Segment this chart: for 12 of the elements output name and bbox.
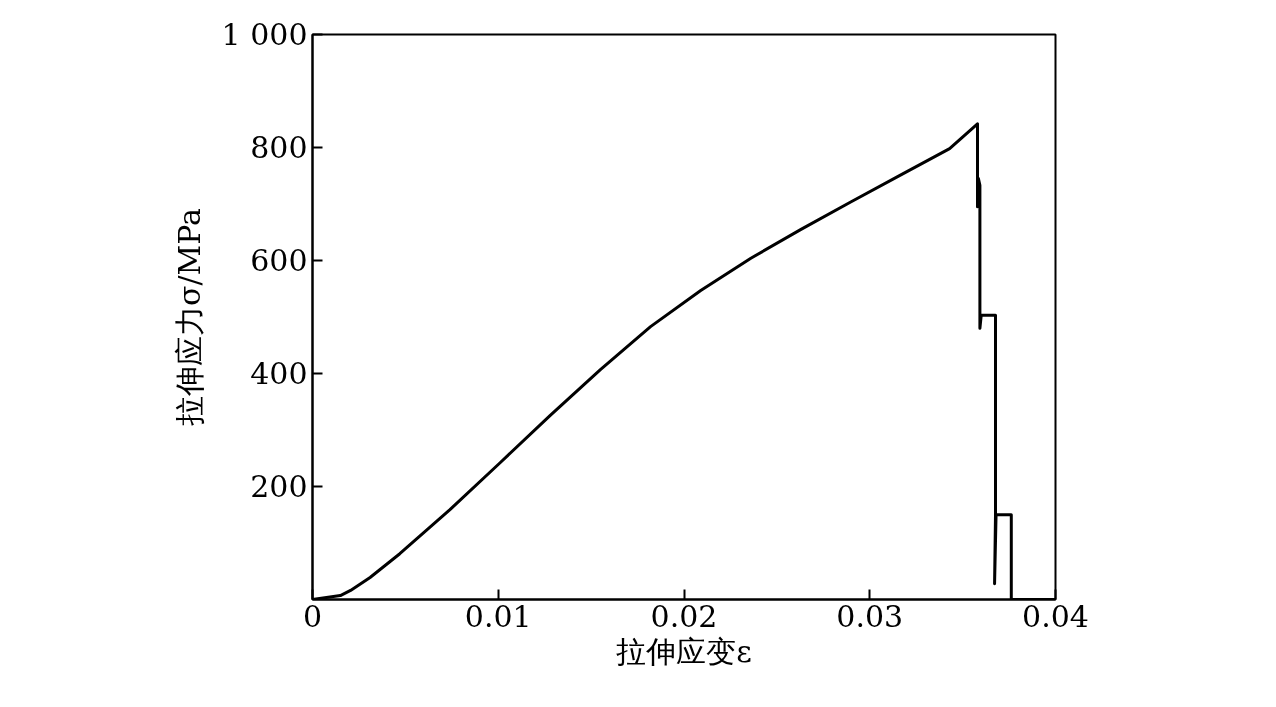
x-tick-label: 0.02 (650, 598, 718, 634)
y-tick-label: 400 (250, 356, 308, 391)
y-tick-label: 600 (250, 243, 308, 278)
x-tick-label: 0 (302, 598, 323, 634)
x-axis-title: 拉伸应变ε (616, 633, 752, 669)
x-tick-label: 0.01 (464, 598, 532, 634)
y-axis-title: 拉伸应力σ/MPa (171, 207, 207, 427)
y-tick-label: 200 (250, 469, 308, 504)
x-tick-label: 0.03 (836, 598, 904, 634)
x-tick-label: 0.04 (1022, 598, 1089, 634)
y-tick-label: 800 (250, 130, 308, 165)
y-tick-label: 1 000 (221, 17, 308, 52)
